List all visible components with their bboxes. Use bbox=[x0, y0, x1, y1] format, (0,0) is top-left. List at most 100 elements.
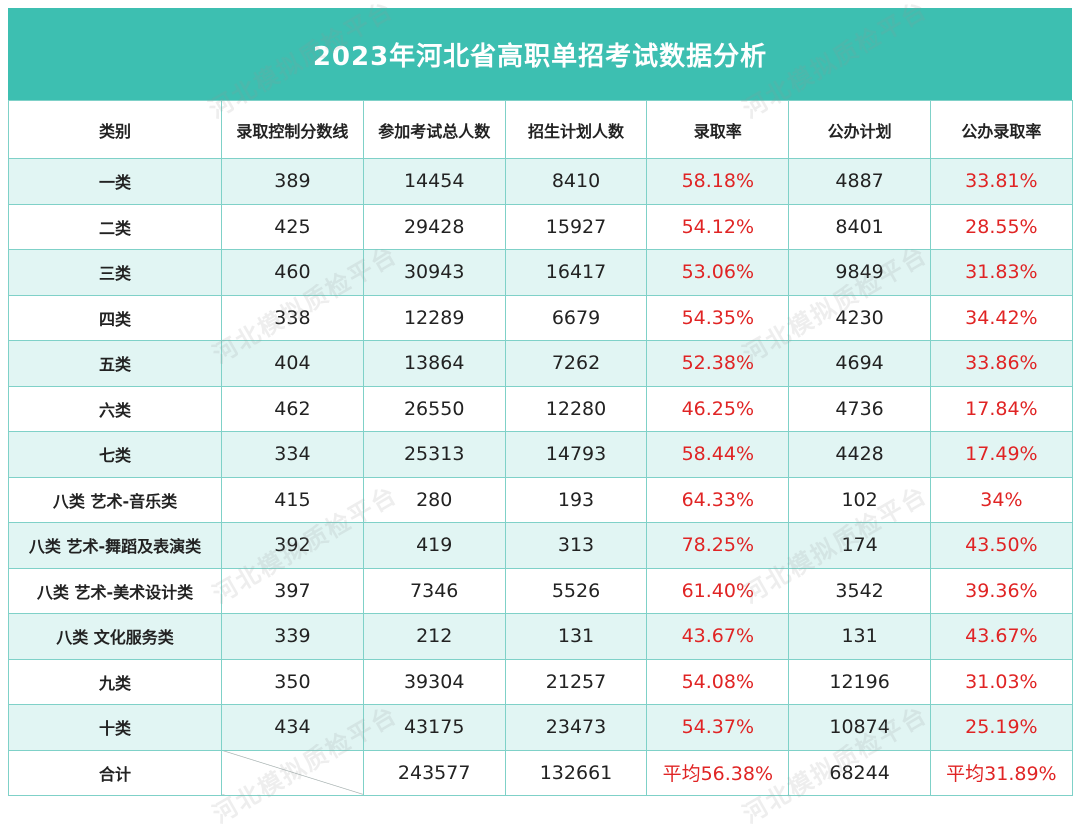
cell-cutoff: 389 bbox=[221, 158, 364, 205]
cell-cutoff: 338 bbox=[221, 294, 364, 341]
cell-category: 四类 bbox=[8, 294, 222, 341]
cell-plan: 8410 bbox=[504, 158, 648, 205]
cell-public-plan: 9849 bbox=[788, 249, 931, 296]
cell-rate: 54.12% bbox=[646, 203, 790, 250]
header-examinees: 参加考试总人数 bbox=[362, 100, 506, 159]
cell-category: 五类 bbox=[8, 340, 222, 387]
table-row: 八类 艺术-美术设计类 397 7346 5526 61.40% 3542 39… bbox=[8, 567, 1073, 614]
cell-total-plan: 132661 bbox=[504, 749, 648, 796]
cell-total-empty-diagonal bbox=[221, 749, 364, 796]
cell-public-rate: 43.67% bbox=[929, 613, 1073, 660]
cell-plan: 23473 bbox=[504, 704, 648, 751]
cell-category: 七类 bbox=[8, 431, 222, 478]
cell-category: 八类 艺术-美术设计类 bbox=[8, 567, 222, 614]
exam-data-table: 类别 录取控制分数线 参加考试总人数 招生计划人数 录取率 公办计划 公办录取率… bbox=[8, 100, 1073, 796]
cell-cutoff: 415 bbox=[221, 476, 364, 523]
cell-public-plan: 8401 bbox=[788, 203, 931, 250]
cell-public-rate: 28.55% bbox=[929, 203, 1073, 250]
cell-public-rate: 33.86% bbox=[929, 340, 1073, 387]
table-row: 一类 389 14454 8410 58.18% 4887 33.81% bbox=[8, 158, 1073, 205]
cell-plan: 15927 bbox=[504, 203, 648, 250]
header-cutoff: 录取控制分数线 bbox=[221, 100, 364, 159]
table-row: 六类 462 26550 12280 46.25% 4736 17.84% bbox=[8, 385, 1073, 432]
table-total-row: 合计 243577 132661 平均56.38% 68244 平均31.89% bbox=[8, 749, 1073, 796]
cell-total-public-rate: 平均31.89% bbox=[929, 749, 1073, 796]
cell-plan: 131 bbox=[504, 613, 648, 660]
cell-plan: 5526 bbox=[504, 567, 648, 614]
cell-rate: 43.67% bbox=[646, 613, 790, 660]
cell-public-plan: 174 bbox=[788, 522, 931, 569]
cell-public-plan: 4887 bbox=[788, 158, 931, 205]
cell-examinees: 12289 bbox=[362, 294, 506, 341]
header-rate: 录取率 bbox=[646, 100, 790, 159]
header-category: 类别 bbox=[8, 100, 222, 159]
cell-public-plan: 10874 bbox=[788, 704, 931, 751]
cell-examinees: 280 bbox=[362, 476, 506, 523]
cell-plan: 12280 bbox=[504, 385, 648, 432]
table-row: 八类 艺术-舞蹈及表演类 392 419 313 78.25% 174 43.5… bbox=[8, 522, 1073, 569]
table-row: 九类 350 39304 21257 54.08% 12196 31.03% bbox=[8, 658, 1073, 705]
cell-total-rate: 平均56.38% bbox=[646, 749, 790, 796]
cell-cutoff: 425 bbox=[221, 203, 364, 250]
data-table-card: 2023年河北省高职单招考试数据分析 类别 录取控制分数线 参加考试总人数 招生… bbox=[8, 8, 1073, 798]
cell-examinees: 13864 bbox=[362, 340, 506, 387]
cell-public-plan: 4694 bbox=[788, 340, 931, 387]
cell-plan: 313 bbox=[504, 522, 648, 569]
cell-examinees: 26550 bbox=[362, 385, 506, 432]
table-row: 五类 404 13864 7262 52.38% 4694 33.86% bbox=[8, 340, 1073, 387]
table-row: 八类 艺术-音乐类 415 280 193 64.33% 102 34% bbox=[8, 476, 1073, 523]
cell-cutoff: 404 bbox=[221, 340, 364, 387]
cell-rate: 46.25% bbox=[646, 385, 790, 432]
cell-public-rate: 33.81% bbox=[929, 158, 1073, 205]
cell-rate: 54.37% bbox=[646, 704, 790, 751]
table-row: 二类 425 29428 15927 54.12% 8401 28.55% bbox=[8, 203, 1073, 250]
cell-examinees: 419 bbox=[362, 522, 506, 569]
cell-public-rate: 31.03% bbox=[929, 658, 1073, 705]
cell-rate: 78.25% bbox=[646, 522, 790, 569]
cell-cutoff: 460 bbox=[221, 249, 364, 296]
cell-category: 一类 bbox=[8, 158, 222, 205]
cell-rate: 54.35% bbox=[646, 294, 790, 341]
header-public-rate: 公办录取率 bbox=[929, 100, 1073, 159]
cell-cutoff: 462 bbox=[221, 385, 364, 432]
cell-category: 八类 文化服务类 bbox=[8, 613, 222, 660]
cell-category: 八类 艺术-舞蹈及表演类 bbox=[8, 522, 222, 569]
cell-examinees: 39304 bbox=[362, 658, 506, 705]
cell-examinees: 212 bbox=[362, 613, 506, 660]
cell-rate: 53.06% bbox=[646, 249, 790, 296]
cell-category: 三类 bbox=[8, 249, 222, 296]
cell-public-plan: 12196 bbox=[788, 658, 931, 705]
table-header-row: 类别 录取控制分数线 参加考试总人数 招生计划人数 录取率 公办计划 公办录取率 bbox=[8, 100, 1073, 159]
cell-examinees: 25313 bbox=[362, 431, 506, 478]
cell-plan: 7262 bbox=[504, 340, 648, 387]
cell-plan: 6679 bbox=[504, 294, 648, 341]
cell-public-rate: 31.83% bbox=[929, 249, 1073, 296]
cell-total-public-plan: 68244 bbox=[788, 749, 931, 796]
cell-examinees: 30943 bbox=[362, 249, 506, 296]
cell-plan: 16417 bbox=[504, 249, 648, 296]
cell-public-rate: 17.49% bbox=[929, 431, 1073, 478]
cell-public-rate: 39.36% bbox=[929, 567, 1073, 614]
cell-public-plan: 131 bbox=[788, 613, 931, 660]
cell-cutoff: 350 bbox=[221, 658, 364, 705]
cell-rate: 58.44% bbox=[646, 431, 790, 478]
cell-public-rate: 34% bbox=[929, 476, 1073, 523]
cell-rate: 54.08% bbox=[646, 658, 790, 705]
page-title: 2023年河北省高职单招考试数据分析 bbox=[8, 8, 1072, 100]
header-public-plan: 公办计划 bbox=[788, 100, 931, 159]
cell-public-rate: 34.42% bbox=[929, 294, 1073, 341]
cell-total-examinees: 243577 bbox=[362, 749, 506, 796]
cell-plan: 193 bbox=[504, 476, 648, 523]
table-row: 三类 460 30943 16417 53.06% 9849 31.83% bbox=[8, 249, 1073, 296]
cell-rate: 52.38% bbox=[646, 340, 790, 387]
table-row: 四类 338 12289 6679 54.35% 4230 34.42% bbox=[8, 294, 1073, 341]
table-row: 八类 文化服务类 339 212 131 43.67% 131 43.67% bbox=[8, 613, 1073, 660]
header-plan: 招生计划人数 bbox=[504, 100, 648, 159]
cell-public-rate: 25.19% bbox=[929, 704, 1073, 751]
cell-plan: 21257 bbox=[504, 658, 648, 705]
cell-category: 二类 bbox=[8, 203, 222, 250]
cell-rate: 61.40% bbox=[646, 567, 790, 614]
cell-public-plan: 3542 bbox=[788, 567, 931, 614]
cell-cutoff: 334 bbox=[221, 431, 364, 478]
cell-category: 十类 bbox=[8, 704, 222, 751]
